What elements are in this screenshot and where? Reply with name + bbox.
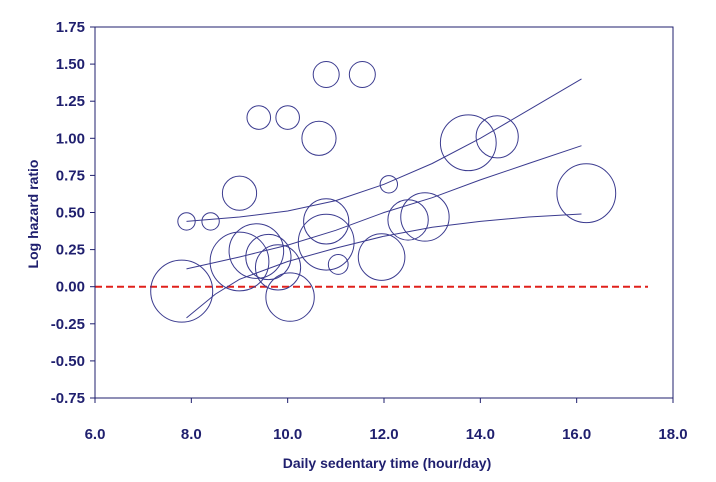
data-bubble: [475, 115, 519, 159]
y-tick-label: 1.75: [56, 19, 85, 36]
x-tick-label: 10.0: [273, 426, 302, 443]
data-bubble: [254, 244, 302, 291]
y-tick-label: 0.00: [56, 279, 85, 296]
x-tick-label: 18.0: [658, 426, 687, 443]
data-bubble: [348, 60, 376, 88]
y-tick-label: 1.25: [56, 93, 85, 110]
data-bubble: [439, 114, 497, 172]
data-bubble: [221, 175, 258, 211]
x-tick-label: 14.0: [466, 426, 495, 443]
y-tick-label: -0.50: [51, 353, 85, 370]
y-tick-label: 1.50: [56, 56, 85, 73]
data-bubble: [297, 213, 355, 271]
data-bubble: [150, 259, 214, 323]
data-bubble: [301, 120, 337, 156]
y-tick-label: 0.75: [56, 167, 85, 184]
data-bubble: [265, 272, 315, 322]
data-bubble: [228, 223, 285, 279]
y-tick-label: 0.25: [56, 242, 85, 259]
data-bubble: [312, 60, 340, 88]
data-bubble: [357, 233, 406, 281]
fit-line-1: [186, 78, 582, 222]
data-bubble: [303, 198, 350, 245]
data-bubble: [245, 233, 292, 281]
fit-lines: [186, 78, 582, 319]
y-tick-label: -0.25: [51, 316, 85, 333]
data-bubble: [327, 254, 349, 275]
axes: 1.75 1.50 1.25 1.00 0.75 0.50 0.25 0.00 -0.25 -0.…: [51, 19, 688, 443]
y-tick-label: 0.50: [56, 205, 85, 222]
data-bubble: [379, 175, 399, 194]
y-axis-title: Log hazard ratio: [25, 160, 41, 269]
x-tick-label: 12.0: [369, 426, 398, 443]
y-tick-label: -0.75: [51, 390, 85, 407]
data-bubble: [201, 212, 220, 231]
data-bubble: [246, 105, 272, 130]
x-tick-label: 16.0: [562, 426, 591, 443]
x-tick-label: 6.0: [85, 426, 106, 443]
fit-line-2: [186, 145, 582, 270]
x-tick-label: 8.0: [181, 426, 202, 443]
data-bubble: [177, 212, 196, 231]
data-bubble: [209, 231, 270, 292]
fit-line-3: [186, 213, 582, 319]
x-axis-title: Daily sedentary time (hour/day): [283, 455, 492, 471]
data-bubble: [556, 163, 617, 224]
bubbles: [150, 60, 617, 323]
y-tick-label: 1.00: [56, 130, 85, 147]
data-bubble: [275, 105, 300, 130]
data-bubble: [400, 192, 450, 242]
